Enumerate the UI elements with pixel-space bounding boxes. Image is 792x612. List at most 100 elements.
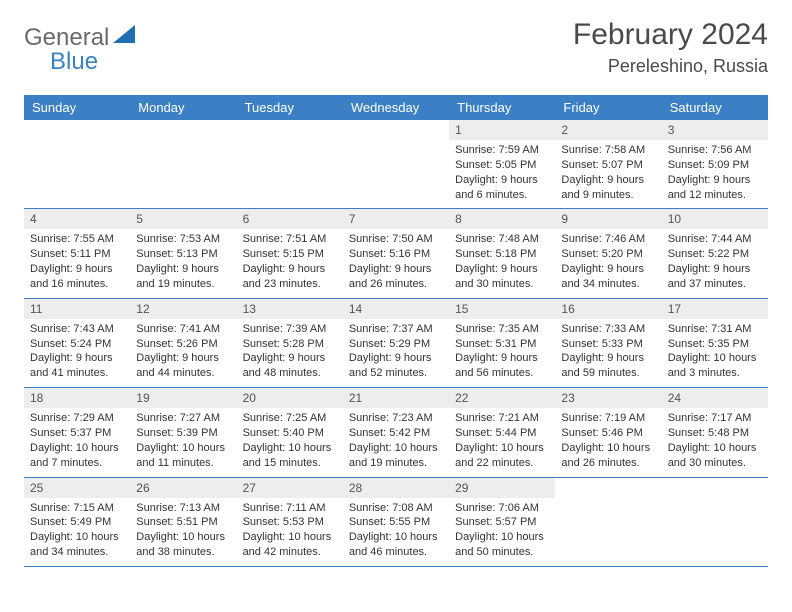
day-details: Sunrise: 7:27 AMSunset: 5:39 PMDaylight:… (130, 408, 236, 476)
calendar-cell: 22Sunrise: 7:21 AMSunset: 5:44 PMDayligh… (449, 388, 555, 477)
day-number: 24 (662, 388, 768, 408)
title-block: February 2024 Pereleshino, Russia (573, 18, 768, 77)
month-title: February 2024 (573, 18, 768, 52)
day-number: 11 (24, 299, 130, 319)
calendar-week-row: 1Sunrise: 7:59 AMSunset: 5:05 PMDaylight… (24, 120, 768, 209)
calendar-cell (662, 477, 768, 566)
day-details: Sunrise: 7:43 AMSunset: 5:24 PMDaylight:… (24, 319, 130, 387)
day-details: Sunrise: 7:29 AMSunset: 5:37 PMDaylight:… (24, 408, 130, 476)
day-details: Sunrise: 7:08 AMSunset: 5:55 PMDaylight:… (343, 498, 449, 566)
day-number: 14 (343, 299, 449, 319)
calendar-cell: 10Sunrise: 7:44 AMSunset: 5:22 PMDayligh… (662, 209, 768, 298)
calendar-cell: 18Sunrise: 7:29 AMSunset: 5:37 PMDayligh… (24, 388, 130, 477)
weekday-header: Friday (555, 95, 661, 120)
day-number: 19 (130, 388, 236, 408)
day-details: Sunrise: 7:19 AMSunset: 5:46 PMDaylight:… (555, 408, 661, 476)
calendar-cell: 21Sunrise: 7:23 AMSunset: 5:42 PMDayligh… (343, 388, 449, 477)
day-number: 13 (237, 299, 343, 319)
calendar-cell (343, 120, 449, 209)
day-details: Sunrise: 7:59 AMSunset: 5:05 PMDaylight:… (449, 140, 555, 208)
calendar-week-row: 18Sunrise: 7:29 AMSunset: 5:37 PMDayligh… (24, 388, 768, 477)
day-number: 7 (343, 209, 449, 229)
calendar-week-row: 25Sunrise: 7:15 AMSunset: 5:49 PMDayligh… (24, 477, 768, 566)
weekday-header-row: SundayMondayTuesdayWednesdayThursdayFrid… (24, 95, 768, 120)
calendar-cell: 4Sunrise: 7:55 AMSunset: 5:11 PMDaylight… (24, 209, 130, 298)
day-details: Sunrise: 7:23 AMSunset: 5:42 PMDaylight:… (343, 408, 449, 476)
calendar-cell: 19Sunrise: 7:27 AMSunset: 5:39 PMDayligh… (130, 388, 236, 477)
day-number: 3 (662, 120, 768, 140)
calendar-cell: 1Sunrise: 7:59 AMSunset: 5:05 PMDaylight… (449, 120, 555, 209)
day-number: 17 (662, 299, 768, 319)
day-number: 20 (237, 388, 343, 408)
day-number: 28 (343, 478, 449, 498)
weekday-header: Tuesday (237, 95, 343, 120)
day-details: Sunrise: 7:33 AMSunset: 5:33 PMDaylight:… (555, 319, 661, 387)
day-details: Sunrise: 7:58 AMSunset: 5:07 PMDaylight:… (555, 140, 661, 208)
logo: General (24, 18, 137, 52)
calendar-body: 1Sunrise: 7:59 AMSunset: 5:05 PMDaylight… (24, 120, 768, 566)
day-details: Sunrise: 7:15 AMSunset: 5:49 PMDaylight:… (24, 498, 130, 566)
calendar-cell: 29Sunrise: 7:06 AMSunset: 5:57 PMDayligh… (449, 477, 555, 566)
calendar-cell: 3Sunrise: 7:56 AMSunset: 5:09 PMDaylight… (662, 120, 768, 209)
day-number: 23 (555, 388, 661, 408)
day-details: Sunrise: 7:37 AMSunset: 5:29 PMDaylight:… (343, 319, 449, 387)
calendar-cell: 16Sunrise: 7:33 AMSunset: 5:33 PMDayligh… (555, 298, 661, 387)
day-details: Sunrise: 7:55 AMSunset: 5:11 PMDaylight:… (24, 229, 130, 297)
calendar-cell: 15Sunrise: 7:35 AMSunset: 5:31 PMDayligh… (449, 298, 555, 387)
calendar-cell (24, 120, 130, 209)
calendar-cell: 11Sunrise: 7:43 AMSunset: 5:24 PMDayligh… (24, 298, 130, 387)
day-details: Sunrise: 7:48 AMSunset: 5:18 PMDaylight:… (449, 229, 555, 297)
day-details: Sunrise: 7:11 AMSunset: 5:53 PMDaylight:… (237, 498, 343, 566)
day-number: 10 (662, 209, 768, 229)
day-number: 16 (555, 299, 661, 319)
header: General February 2024 Pereleshino, Russi… (24, 18, 768, 77)
calendar-cell: 25Sunrise: 7:15 AMSunset: 5:49 PMDayligh… (24, 477, 130, 566)
day-details: Sunrise: 7:51 AMSunset: 5:15 PMDaylight:… (237, 229, 343, 297)
day-details: Sunrise: 7:13 AMSunset: 5:51 PMDaylight:… (130, 498, 236, 566)
day-details: Sunrise: 7:53 AMSunset: 5:13 PMDaylight:… (130, 229, 236, 297)
day-number: 21 (343, 388, 449, 408)
day-details: Sunrise: 7:25 AMSunset: 5:40 PMDaylight:… (237, 408, 343, 476)
calendar-cell: 14Sunrise: 7:37 AMSunset: 5:29 PMDayligh… (343, 298, 449, 387)
day-number: 29 (449, 478, 555, 498)
day-details: Sunrise: 7:21 AMSunset: 5:44 PMDaylight:… (449, 408, 555, 476)
day-number: 4 (24, 209, 130, 229)
logo-text-blue: Blue (50, 48, 98, 76)
day-details: Sunrise: 7:46 AMSunset: 5:20 PMDaylight:… (555, 229, 661, 297)
day-number: 1 (449, 120, 555, 140)
calendar-cell: 12Sunrise: 7:41 AMSunset: 5:26 PMDayligh… (130, 298, 236, 387)
day-number: 22 (449, 388, 555, 408)
day-number: 27 (237, 478, 343, 498)
calendar-cell: 7Sunrise: 7:50 AMSunset: 5:16 PMDaylight… (343, 209, 449, 298)
calendar-cell (555, 477, 661, 566)
day-details: Sunrise: 7:41 AMSunset: 5:26 PMDaylight:… (130, 319, 236, 387)
calendar-week-row: 11Sunrise: 7:43 AMSunset: 5:24 PMDayligh… (24, 298, 768, 387)
day-number: 5 (130, 209, 236, 229)
day-details: Sunrise: 7:50 AMSunset: 5:16 PMDaylight:… (343, 229, 449, 297)
calendar-cell: 2Sunrise: 7:58 AMSunset: 5:07 PMDaylight… (555, 120, 661, 209)
calendar-cell: 26Sunrise: 7:13 AMSunset: 5:51 PMDayligh… (130, 477, 236, 566)
calendar-cell: 24Sunrise: 7:17 AMSunset: 5:48 PMDayligh… (662, 388, 768, 477)
day-number: 12 (130, 299, 236, 319)
calendar-cell: 13Sunrise: 7:39 AMSunset: 5:28 PMDayligh… (237, 298, 343, 387)
calendar-cell: 6Sunrise: 7:51 AMSunset: 5:15 PMDaylight… (237, 209, 343, 298)
calendar-cell: 20Sunrise: 7:25 AMSunset: 5:40 PMDayligh… (237, 388, 343, 477)
day-number: 6 (237, 209, 343, 229)
weekday-header: Thursday (449, 95, 555, 120)
day-number: 26 (130, 478, 236, 498)
day-details: Sunrise: 7:06 AMSunset: 5:57 PMDaylight:… (449, 498, 555, 566)
day-details: Sunrise: 7:56 AMSunset: 5:09 PMDaylight:… (662, 140, 768, 208)
day-details: Sunrise: 7:17 AMSunset: 5:48 PMDaylight:… (662, 408, 768, 476)
weekday-header: Saturday (662, 95, 768, 120)
calendar-cell: 5Sunrise: 7:53 AMSunset: 5:13 PMDaylight… (130, 209, 236, 298)
calendar-cell: 28Sunrise: 7:08 AMSunset: 5:55 PMDayligh… (343, 477, 449, 566)
calendar-cell: 17Sunrise: 7:31 AMSunset: 5:35 PMDayligh… (662, 298, 768, 387)
weekday-header: Sunday (24, 95, 130, 120)
calendar-cell: 9Sunrise: 7:46 AMSunset: 5:20 PMDaylight… (555, 209, 661, 298)
calendar-week-row: 4Sunrise: 7:55 AMSunset: 5:11 PMDaylight… (24, 209, 768, 298)
day-number: 15 (449, 299, 555, 319)
day-details: Sunrise: 7:31 AMSunset: 5:35 PMDaylight:… (662, 319, 768, 387)
calendar-cell: 8Sunrise: 7:48 AMSunset: 5:18 PMDaylight… (449, 209, 555, 298)
calendar-cell: 23Sunrise: 7:19 AMSunset: 5:46 PMDayligh… (555, 388, 661, 477)
day-details: Sunrise: 7:39 AMSunset: 5:28 PMDaylight:… (237, 319, 343, 387)
